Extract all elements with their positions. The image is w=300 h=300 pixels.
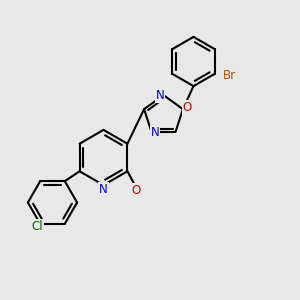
Text: N: N bbox=[151, 125, 160, 139]
Text: O: O bbox=[132, 184, 141, 197]
Text: Cl: Cl bbox=[32, 220, 43, 233]
Text: Br: Br bbox=[223, 69, 236, 82]
Text: O: O bbox=[183, 101, 192, 114]
Text: N: N bbox=[155, 88, 164, 102]
Text: N: N bbox=[99, 183, 108, 196]
